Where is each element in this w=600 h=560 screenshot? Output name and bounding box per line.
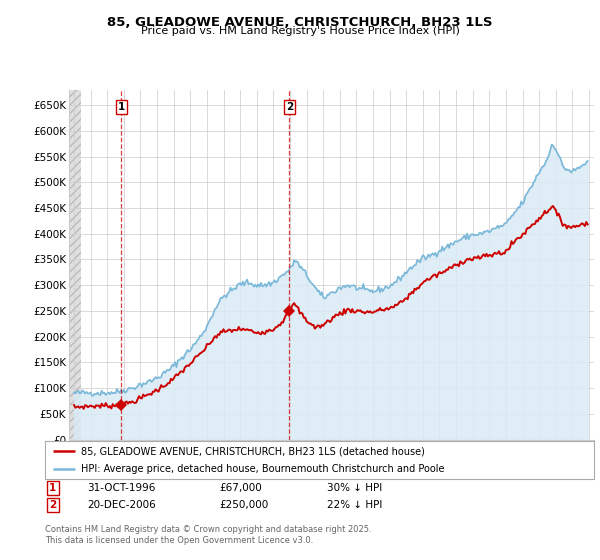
Bar bbox=[69, 90, 81, 440]
Text: HPI: Average price, detached house, Bournemouth Christchurch and Poole: HPI: Average price, detached house, Bour… bbox=[80, 464, 444, 474]
Text: 30% ↓ HPI: 30% ↓ HPI bbox=[327, 483, 382, 493]
Text: Price paid vs. HM Land Registry's House Price Index (HPI): Price paid vs. HM Land Registry's House … bbox=[140, 26, 460, 36]
Text: Contains HM Land Registry data © Crown copyright and database right 2025.
This d: Contains HM Land Registry data © Crown c… bbox=[45, 525, 371, 545]
Text: 85, GLEADOWE AVENUE, CHRISTCHURCH, BH23 1LS: 85, GLEADOWE AVENUE, CHRISTCHURCH, BH23 … bbox=[107, 16, 493, 29]
Text: 31-OCT-1996: 31-OCT-1996 bbox=[87, 483, 155, 493]
Text: 2: 2 bbox=[49, 500, 56, 510]
Text: 1: 1 bbox=[49, 483, 56, 493]
Text: £67,000: £67,000 bbox=[219, 483, 262, 493]
Text: 20-DEC-2006: 20-DEC-2006 bbox=[87, 500, 156, 510]
Text: 22% ↓ HPI: 22% ↓ HPI bbox=[327, 500, 382, 510]
Text: 2: 2 bbox=[286, 102, 293, 112]
Text: £250,000: £250,000 bbox=[219, 500, 268, 510]
Text: 85, GLEADOWE AVENUE, CHRISTCHURCH, BH23 1LS (detached house): 85, GLEADOWE AVENUE, CHRISTCHURCH, BH23 … bbox=[80, 446, 425, 456]
Text: 1: 1 bbox=[118, 102, 125, 112]
